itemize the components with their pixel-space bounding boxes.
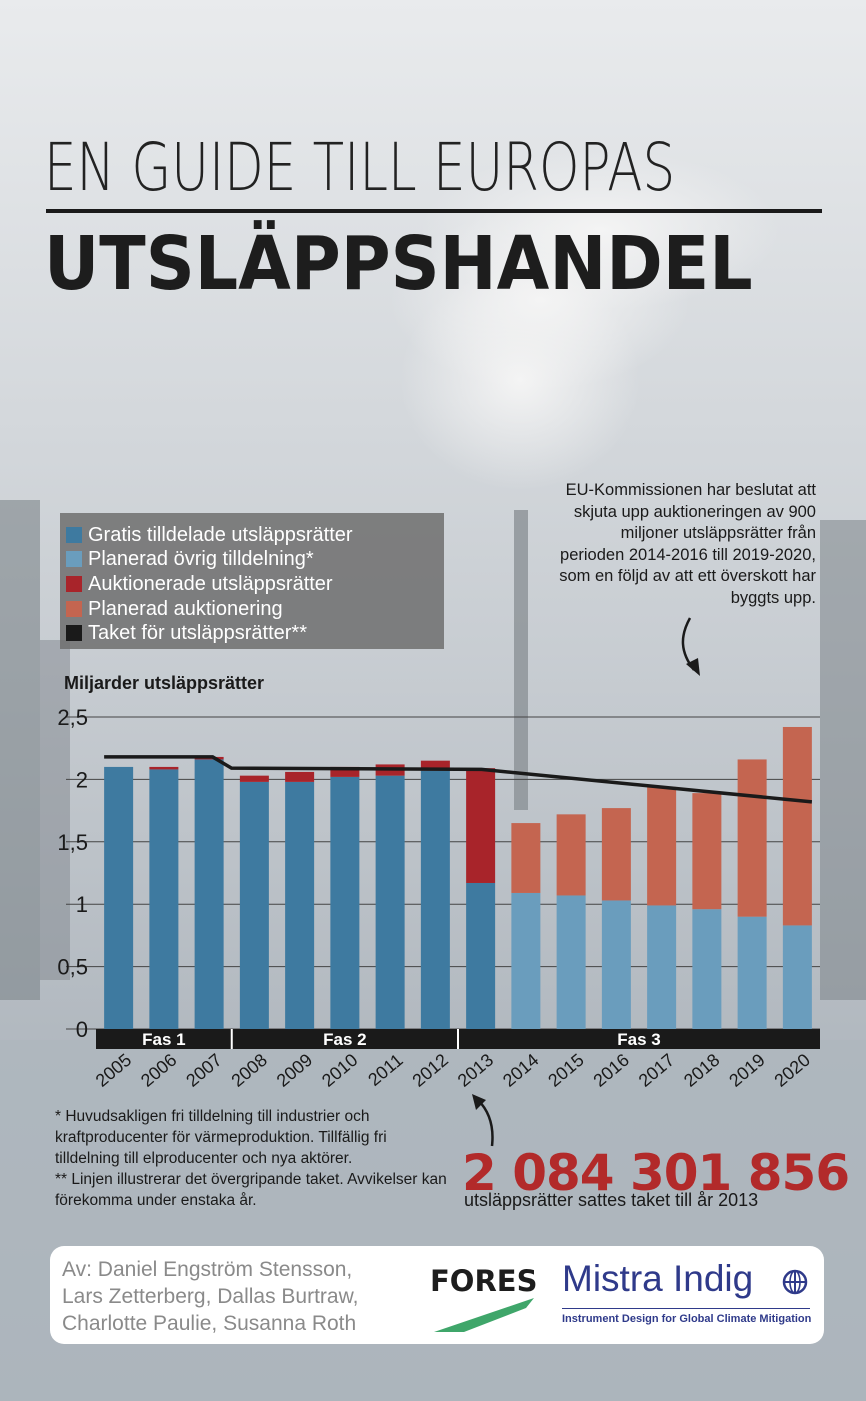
- fores-logo: FORES: [430, 1264, 538, 1298]
- bar-segment: [149, 766, 179, 770]
- mistra-indigo-logo: Mistra Indig: [562, 1258, 754, 1299]
- x-tick-label: 2010: [318, 1050, 362, 1091]
- bar-segment: [149, 769, 179, 1029]
- bar-segment: [556, 814, 586, 896]
- cap-line: [104, 755, 813, 804]
- x-tick-label: 2020: [770, 1050, 814, 1091]
- bar-segment: [601, 900, 631, 1029]
- legend-swatch: [66, 551, 82, 567]
- bar-segment: [104, 766, 134, 1029]
- bar-segment: [194, 759, 224, 1029]
- bar-segment: [737, 759, 767, 917]
- y-tick-label: 2: [76, 767, 88, 792]
- title-divider: [46, 209, 822, 213]
- x-tick-label: 2009: [273, 1050, 317, 1091]
- bar-segment: [285, 771, 315, 782]
- legend-item: Auktionerade utsläppsrätter: [66, 572, 333, 596]
- annotation-top: EU-Kommissionen har beslutat att skjuta …: [559, 481, 816, 607]
- legend-swatch: [66, 601, 82, 617]
- bar-segment: [511, 892, 541, 1029]
- y-tick-label: 0: [76, 1017, 88, 1042]
- x-tick-label: 2019: [725, 1050, 769, 1091]
- bar-segment: [647, 905, 677, 1029]
- legend-item: Taket för utsläppsrätter**: [66, 621, 307, 645]
- legend-swatch: [66, 625, 82, 641]
- mistra-indigo-tagline: Instrument Design for Global Climate Mit…: [562, 1308, 811, 1325]
- globe-icon: [782, 1269, 808, 1295]
- phase-label: Fas 1: [142, 1030, 185, 1049]
- bar-segment: [330, 776, 360, 1029]
- legend-label: Planerad auktionering: [88, 598, 283, 620]
- x-tick-label: 2015: [544, 1050, 588, 1091]
- bar-segment: [647, 786, 677, 906]
- x-tick-label: 2007: [182, 1050, 226, 1091]
- bar-segment: [466, 882, 496, 1029]
- legend-label: Taket för utsläppsrätter**: [88, 622, 307, 644]
- title-line-1: EN GUIDE TILL EUROPAS: [44, 129, 676, 206]
- bar-segment: [330, 766, 360, 777]
- x-tick-label: 2012: [408, 1050, 452, 1091]
- bar-segment: [239, 781, 269, 1029]
- highlight-caption: utsläppsrätter sattes taket till år 2013: [464, 1190, 759, 1210]
- x-tick-label: 2011: [364, 1050, 407, 1090]
- fores-logo-wedge-icon: [434, 1298, 534, 1332]
- footnote-text: * Huvudsakligen fri tilldelning till ind…: [55, 1108, 447, 1209]
- bar-segment: [692, 793, 722, 910]
- legend-item: Planerad auktionering: [66, 597, 283, 621]
- y-tick-label: 2,5: [57, 705, 88, 730]
- arrow-head-icon: [686, 658, 700, 676]
- legend-label: Planerad övrig tilldelning*: [88, 548, 314, 570]
- bar-segment: [692, 909, 722, 1029]
- arrow-head-icon: [472, 1094, 486, 1110]
- y-tick-label: 1: [76, 892, 88, 917]
- title-line-2: UTSLÄPPSHANDEL: [44, 221, 753, 307]
- credits-box: Av: Daniel Engström Stensson, Lars Zette…: [50, 1246, 824, 1344]
- legend-swatch: [66, 576, 82, 592]
- x-tick-label: 2014: [499, 1050, 543, 1091]
- annotation-arrow-bottom: [477, 1099, 494, 1147]
- authors: Av: Daniel Engström Stensson, Lars Zette…: [62, 1258, 359, 1335]
- bar-segment: [782, 925, 812, 1029]
- bar-segment: [466, 768, 496, 883]
- x-tick-label: 2017: [635, 1050, 679, 1091]
- legend-swatch: [66, 527, 82, 543]
- legend-item: Gratis tilldelade utsläppsrätter: [66, 523, 353, 547]
- legend-label: Gratis tilldelade utsläppsrätter: [88, 524, 353, 546]
- x-tick-label: 2006: [137, 1050, 181, 1091]
- phase-label: Fas 3: [617, 1030, 660, 1049]
- highlight-number: 2 084 301 856: [462, 1144, 850, 1202]
- bar-segment: [285, 781, 315, 1029]
- chart-legend: Gratis tilldelade utsläppsrätter Planera…: [60, 513, 444, 649]
- y-tick-label: 0,5: [57, 955, 88, 980]
- x-tick-label: 2013: [454, 1050, 498, 1091]
- bar-segment: [420, 760, 450, 771]
- y-tick-label: 1,5: [57, 830, 88, 855]
- y-axis-label: Miljarder utsläppsrätter: [64, 673, 264, 693]
- legend-label: Auktionerade utsläppsrätter: [88, 573, 333, 595]
- bar-segment: [511, 823, 541, 893]
- bar-segment: [239, 775, 269, 782]
- bar-segment: [737, 916, 767, 1029]
- footnote: * Huvudsakligen fri tilldelning till ind…: [55, 1106, 455, 1211]
- bar-segment: [556, 895, 586, 1029]
- bar-segment: [782, 726, 812, 926]
- bar-segment: [601, 808, 631, 901]
- x-tick-label: 2016: [589, 1050, 633, 1091]
- x-tick-label: 2005: [92, 1050, 136, 1091]
- bar-segment: [375, 775, 405, 1029]
- x-tick-label: 2018: [680, 1050, 724, 1091]
- bar-segment: [420, 770, 450, 1029]
- phase-label: Fas 2: [323, 1030, 366, 1049]
- x-tick-label: 2008: [227, 1050, 271, 1091]
- legend-item: Planerad övrig tilldelning*: [66, 547, 314, 571]
